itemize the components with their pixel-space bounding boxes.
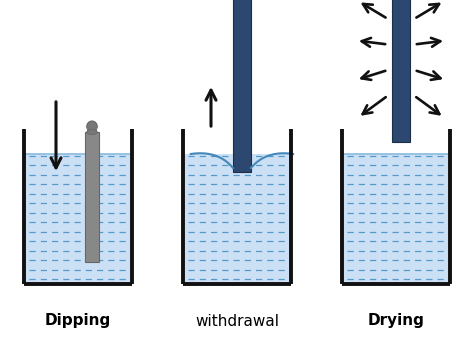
Bar (87, 126, 97, 132)
Bar (343, 154, 448, 283)
Bar (184, 154, 290, 283)
Bar (392, 0, 410, 142)
Ellipse shape (87, 129, 97, 135)
Text: withdrawal: withdrawal (195, 314, 279, 328)
Bar (26, 154, 131, 283)
Text: Dipping: Dipping (45, 314, 111, 328)
Ellipse shape (87, 121, 97, 132)
Bar (85, 132, 99, 262)
Text: Drying: Drying (367, 314, 424, 328)
Bar (233, 0, 251, 172)
